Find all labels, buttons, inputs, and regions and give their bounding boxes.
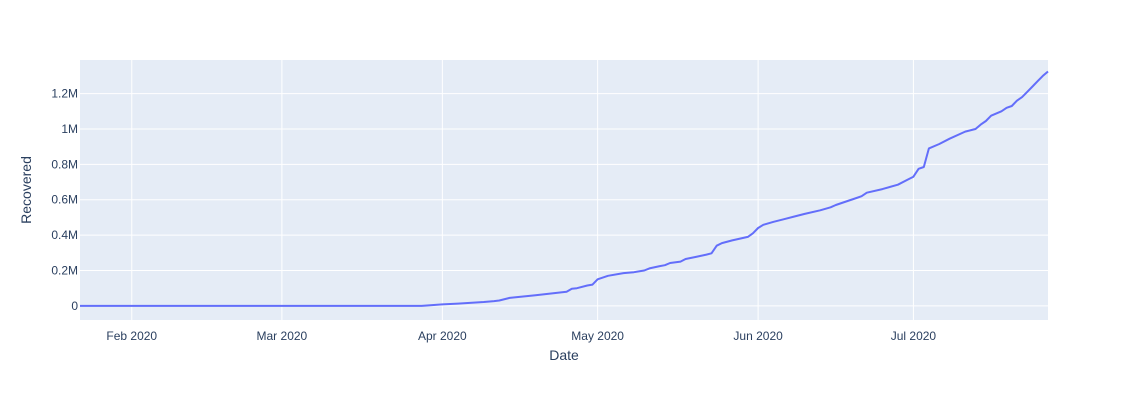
plot-background xyxy=(80,60,1048,320)
y-axis-ticks: 0 0.2M 0.4M 0.6M 0.8M 1M 1.2M xyxy=(51,87,78,313)
x-tick-label: May 2020 xyxy=(571,329,624,343)
y-tick-label: 0.6M xyxy=(51,193,78,207)
y-axis-title: Recovered xyxy=(18,156,34,224)
x-tick-label: Jul 2020 xyxy=(891,329,937,343)
x-axis-title: Date xyxy=(549,347,579,363)
x-tick-label: Feb 2020 xyxy=(106,329,157,343)
x-gridlines xyxy=(131,60,914,320)
y-tick-label: 0.4M xyxy=(51,228,78,242)
y-tick-label: 0.2M xyxy=(51,263,78,277)
x-tick-label: Apr 2020 xyxy=(418,329,467,343)
y-tick-label: 0.8M xyxy=(51,157,78,171)
series-layer xyxy=(80,70,1049,307)
x-tick-label: Mar 2020 xyxy=(257,329,308,343)
series-line-recovered xyxy=(80,70,1049,307)
y-tick-label: 0 xyxy=(71,299,78,313)
y-tick-label: 1.2M xyxy=(51,87,78,101)
x-axis-ticks: Feb 2020 Mar 2020 Apr 2020 May 2020 Jun 2020… xyxy=(106,329,936,343)
y-tick-label: 1M xyxy=(61,122,78,136)
x-tick-label: Jun 2020 xyxy=(733,329,783,343)
